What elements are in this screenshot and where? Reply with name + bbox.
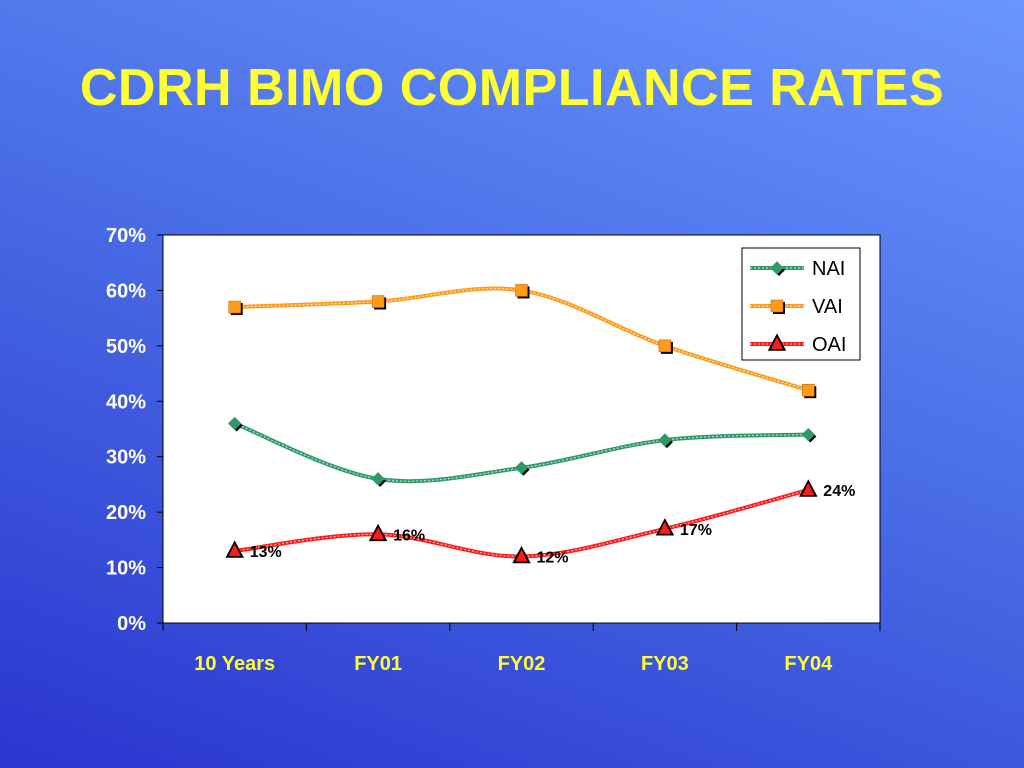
x-tick-label: FY04 bbox=[784, 653, 833, 675]
point-nai-1 bbox=[371, 472, 385, 486]
legend-marker-vai bbox=[770, 299, 784, 313]
point-nai-3 bbox=[658, 433, 672, 447]
data-label-oai-0: 13% bbox=[250, 544, 282, 561]
x-tick-label: FY03 bbox=[641, 653, 689, 675]
data-label-oai-1: 16% bbox=[393, 527, 425, 544]
point-oai-3 bbox=[658, 521, 671, 534]
point-oai-1 bbox=[372, 527, 385, 540]
slide-title: CDRH BIMO COMPLIANCE RATES bbox=[79, 59, 945, 117]
point-oai-4 bbox=[802, 482, 815, 495]
point-oai-0 bbox=[228, 543, 241, 556]
x-tick-label: FY02 bbox=[498, 653, 546, 675]
point-vai-1 bbox=[371, 295, 385, 308]
y-tick-label: 50% bbox=[106, 336, 146, 358]
x-tick-label: FY01 bbox=[354, 653, 402, 675]
point-oai-2 bbox=[515, 549, 528, 562]
point-vai-2 bbox=[515, 284, 528, 297]
series-line-texture-vai bbox=[234, 287, 809, 391]
y-tick-label: 70% bbox=[106, 225, 146, 247]
point-vai-0 bbox=[228, 300, 241, 314]
legend-label-oai: OAI bbox=[812, 334, 846, 356]
legend-marker-nai bbox=[770, 261, 784, 275]
point-nai-4 bbox=[801, 427, 816, 442]
data-label-oai-3: 17% bbox=[680, 522, 712, 539]
y-tick-label: 0% bbox=[117, 613, 146, 635]
y-tick-label: 40% bbox=[106, 391, 146, 413]
series-line-texture-nai bbox=[234, 422, 809, 482]
y-tick-label: 20% bbox=[106, 502, 146, 524]
point-vai-3 bbox=[658, 339, 672, 353]
data-label-oai-2: 12% bbox=[537, 549, 569, 566]
legend-label-nai: NAI bbox=[812, 258, 845, 280]
point-nai-2 bbox=[514, 461, 529, 475]
point-nai-0 bbox=[227, 416, 242, 431]
y-tick-label: 60% bbox=[106, 280, 146, 302]
y-tick-label: 30% bbox=[106, 447, 146, 469]
data-label-oai-4: 24% bbox=[823, 483, 855, 500]
x-tick-label: 10 Years bbox=[194, 653, 275, 675]
y-tick-label: 10% bbox=[106, 558, 146, 580]
legend-marker-oai bbox=[771, 337, 783, 349]
legend-label-vai: VAI bbox=[812, 296, 843, 318]
point-vai-4 bbox=[802, 383, 815, 397]
